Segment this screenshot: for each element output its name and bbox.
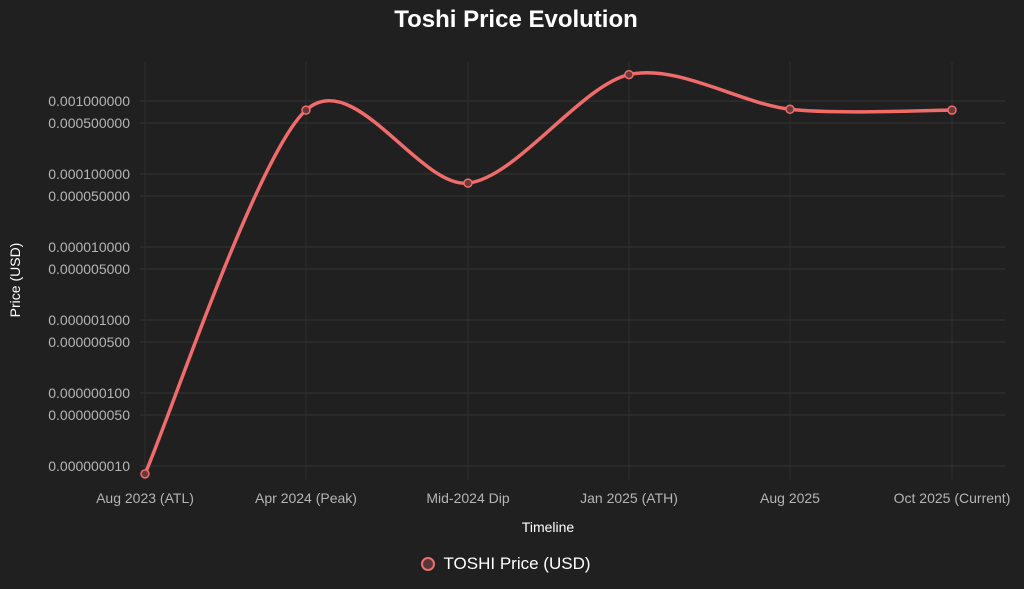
- legend-label: TOSHI Price (USD): [443, 554, 591, 573]
- data-point[interactable]: [785, 104, 795, 115]
- x-tick-label: Oct 2025 (Current): [894, 490, 1011, 506]
- y-tick-label: 0.000000010: [48, 458, 130, 474]
- chart-title: Toshi Price Evolution: [394, 6, 638, 33]
- y-tick-label: 0.000000050: [48, 407, 130, 423]
- x-tick-label: Aug 2025: [760, 490, 820, 506]
- y-tick-label: 0.000100000: [48, 166, 130, 182]
- x-tick-label: Aug 2023 (ATL): [96, 490, 194, 506]
- data-point[interactable]: [624, 69, 634, 80]
- y-tick-label: 0.000000500: [48, 334, 130, 350]
- price-line: [143, 70, 953, 475]
- grid-lines: [140, 62, 1005, 480]
- x-axis-label: Timeline: [522, 519, 575, 535]
- y-axis-ticks: 0.001000000 0.000500000 0.000100000 0.00005…: [48, 93, 130, 474]
- x-axis-ticks: Aug 2023 (ATL) Apr 2024 (Peak) Mid-2024 Di…: [96, 490, 1010, 506]
- legend-marker-icon: [421, 557, 436, 571]
- y-tick-label: 0.001000000: [48, 93, 130, 109]
- y-tick-label: 0.000010000: [48, 239, 130, 255]
- y-tick-label: 0.000001000: [48, 312, 130, 328]
- y-axis-label: Price (USD): [7, 243, 23, 318]
- data-point[interactable]: [140, 469, 150, 479]
- legend[interactable]: TOSHI Price (USD): [0, 554, 1024, 574]
- data-point[interactable]: [463, 178, 473, 188]
- x-tick-label: Jan 2025 (ATH): [580, 490, 678, 506]
- y-tick-label: 0.000050000: [48, 188, 130, 204]
- x-tick-label: Mid-2024 Dip: [426, 490, 509, 506]
- data-point[interactable]: [301, 105, 311, 115]
- data-points: [140, 69, 957, 479]
- y-tick-label: 0.000000100: [48, 385, 130, 401]
- data-point[interactable]: [947, 105, 957, 115]
- y-tick-label: 0.000005000: [48, 261, 130, 277]
- y-tick-label: 0.000500000: [48, 115, 130, 131]
- x-tick-label: Apr 2024 (Peak): [255, 490, 357, 506]
